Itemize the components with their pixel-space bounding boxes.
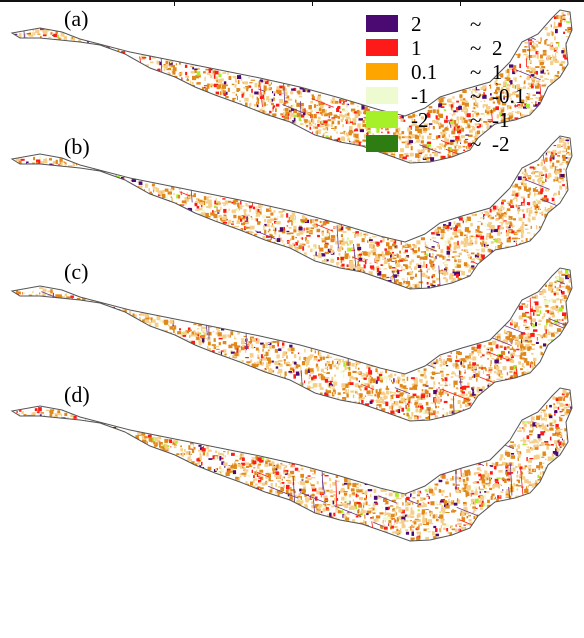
legend-swatch	[366, 39, 398, 56]
legend-from: -1	[411, 84, 429, 108]
legend-row: 0.1 ~ 1	[366, 60, 566, 84]
legend-row: -1 ~ -0.1	[366, 84, 566, 108]
map-panel	[10, 387, 573, 542]
legend-swatch	[366, 87, 398, 104]
legend-to: -2	[492, 132, 510, 156]
legend-to: 1	[492, 60, 503, 84]
top-rule-tick	[312, 2, 313, 6]
legend-swatch	[366, 135, 398, 152]
legend-swatch	[366, 15, 398, 32]
legend-swatch	[366, 111, 398, 128]
legend-tilde: ~	[470, 84, 482, 108]
legend-row: ~ -2	[366, 132, 566, 156]
top-rule-tick	[174, 2, 175, 6]
legend-tilde: ~	[470, 132, 482, 156]
legend-to: -1	[492, 108, 510, 132]
legend-tilde: ~	[470, 36, 482, 60]
legend: 2 ~ 1 ~ 2 0.1 ~ 1 -1 ~ -0.1 -2 ~ -1	[366, 12, 566, 162]
map-change-cells	[16, 389, 572, 541]
map-outline	[10, 9, 573, 164]
map-outline	[10, 267, 573, 422]
legend-from: 2	[411, 12, 422, 36]
legend-to: 2	[492, 36, 503, 60]
legend-tilde: ~	[470, 60, 482, 84]
legend-swatch	[366, 63, 398, 80]
map-change-cells	[14, 269, 572, 421]
top-rule-tick	[460, 2, 461, 6]
legend-from: 1	[411, 36, 422, 60]
panel-label-c: (c)	[64, 259, 89, 284]
legend-from: -2	[411, 108, 429, 132]
legend-tilde: ~	[470, 12, 482, 36]
legend-row: 1 ~ 2	[366, 36, 566, 60]
legend-row: -2 ~ -1	[366, 108, 566, 132]
map-panel	[10, 267, 573, 422]
top-rule	[0, 0, 584, 2]
legend-row: 2 ~	[366, 12, 566, 36]
panel-label-a: (a)	[64, 6, 89, 31]
map-outline	[10, 387, 573, 542]
legend-tilde: ~	[470, 108, 482, 132]
legend-from: 0.1	[411, 60, 438, 84]
map-outline	[10, 135, 573, 290]
map-change-cells	[14, 12, 572, 163]
legend-to: -0.1	[492, 84, 526, 108]
panel-label-d: (d)	[64, 382, 90, 407]
map-panel	[10, 9, 573, 164]
panel-label-b: (b)	[64, 134, 90, 159]
